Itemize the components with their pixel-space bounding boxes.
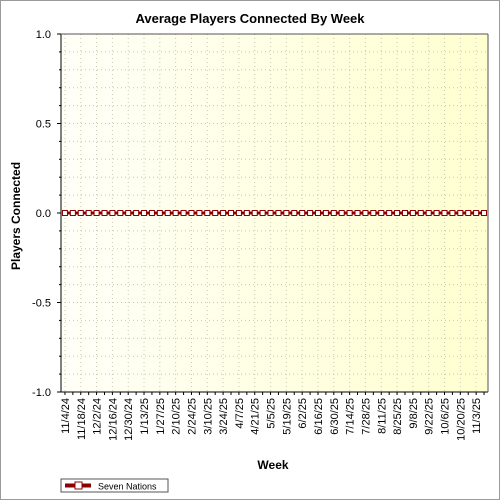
data-point — [417, 210, 424, 216]
data-point — [156, 210, 163, 216]
data-point — [220, 210, 227, 216]
x-tick-label: 12/2/24 — [92, 398, 104, 435]
data-point — [243, 210, 250, 216]
data-point — [307, 210, 314, 216]
data-point — [93, 210, 100, 216]
x-tick-label: 6/30/25 — [329, 398, 341, 435]
x-tick-label: 4/21/25 — [250, 398, 262, 435]
x-tick-label: 8/25/25 — [392, 398, 404, 435]
data-point — [338, 210, 345, 216]
data-point — [85, 210, 92, 216]
data-point — [370, 210, 377, 216]
data-point — [433, 210, 440, 216]
data-point — [235, 210, 242, 216]
data-point — [346, 210, 353, 216]
x-tick-label: 5/5/25 — [266, 398, 278, 429]
y-axis-label: Players Connected — [9, 162, 23, 270]
data-point — [77, 210, 84, 216]
x-tick-label: 6/16/25 — [313, 398, 325, 435]
x-axis-label: Week — [257, 458, 288, 472]
data-point — [259, 210, 266, 216]
chart-title: Average Players Connected By Week — [135, 11, 365, 26]
legend-label: Seven Nations — [98, 482, 157, 492]
data-point — [196, 210, 203, 216]
x-tick-label: 1/27/25 — [155, 398, 167, 435]
y-tick-label: 0.0 — [36, 208, 51, 220]
x-tick-label: 4/7/25 — [234, 398, 246, 429]
data-point — [125, 210, 132, 216]
data-point — [180, 210, 187, 216]
data-point — [409, 210, 416, 216]
x-tick-label: 1/13/25 — [139, 398, 151, 435]
x-axis-ticks: 11/4/24 11/18/24 12/2/24 12/16/24 12/30/24 1/… — [60, 392, 485, 441]
x-tick-label: 2/10/25 — [171, 398, 183, 435]
axes — [60, 33, 489, 393]
legend-box — [60, 478, 169, 493]
data-point — [378, 210, 385, 216]
data-point — [117, 210, 124, 216]
data-point — [172, 210, 179, 216]
legend-swatch-marker — [74, 481, 83, 490]
data-point — [330, 210, 337, 216]
data-point — [164, 210, 171, 216]
data-point — [465, 210, 472, 216]
data-point — [101, 210, 108, 216]
data-point — [212, 210, 219, 216]
data-point — [354, 210, 361, 216]
data-point — [473, 210, 480, 216]
data-point — [69, 210, 76, 216]
legend: Seven Nations — [60, 478, 169, 493]
data-point — [141, 210, 148, 216]
x-tick-label: 12/16/24 — [107, 398, 119, 441]
data-point — [322, 210, 329, 216]
data-point — [401, 210, 408, 216]
data-point — [425, 210, 432, 216]
x-tick-label: 8/11/25 — [376, 398, 388, 434]
data-point — [275, 210, 282, 216]
x-tick-label: 11/3/25 — [471, 398, 483, 434]
x-tick-label: 3/10/25 — [202, 398, 214, 435]
y-tick-label: -1.0 — [32, 387, 51, 399]
data-point — [457, 210, 464, 216]
x-tick-label: 10/6/25 — [440, 398, 452, 435]
x-tick-label: 6/2/25 — [297, 398, 309, 429]
y-axis-ticks: 1.0 0.5 0.0 -0.5 -1.0 — [32, 29, 61, 399]
x-tick-label: 11/4/24 — [60, 398, 72, 434]
data-point — [188, 210, 195, 216]
x-tick-label: 2/24/25 — [186, 398, 198, 435]
data-point — [441, 210, 448, 216]
data-point — [291, 210, 298, 216]
series-layer — [61, 210, 488, 216]
data-point — [449, 210, 456, 216]
data-point — [481, 210, 488, 216]
data-point — [251, 210, 258, 216]
x-tick-label: 3/24/25 — [218, 398, 230, 435]
data-point — [133, 210, 140, 216]
x-tick-label: 5/19/25 — [281, 398, 293, 435]
data-point — [61, 210, 68, 216]
x-tick-label: 10/20/25 — [455, 398, 467, 441]
data-point — [109, 210, 116, 216]
x-tick-label: 11/18/24 — [76, 398, 88, 440]
data-point — [267, 210, 274, 216]
data-point — [386, 210, 393, 216]
x-tick-label: 12/30/24 — [123, 398, 135, 441]
data-point — [394, 210, 401, 216]
data-point — [299, 210, 306, 216]
y-tick-label: -0.5 — [32, 298, 51, 310]
data-point — [204, 210, 211, 216]
data-point — [228, 210, 235, 216]
y-tick-label: 0.5 — [36, 119, 51, 131]
data-point — [314, 210, 321, 216]
x-tick-label: 7/28/25 — [360, 398, 372, 435]
x-tick-label: 9/22/25 — [424, 398, 436, 435]
y-tick-label: 1.0 — [36, 29, 51, 41]
x-tick-label: 7/14/25 — [345, 398, 357, 435]
data-point — [362, 210, 369, 216]
data-point — [148, 210, 155, 216]
x-tick-label: 9/8/25 — [408, 398, 420, 429]
data-point — [283, 210, 290, 216]
